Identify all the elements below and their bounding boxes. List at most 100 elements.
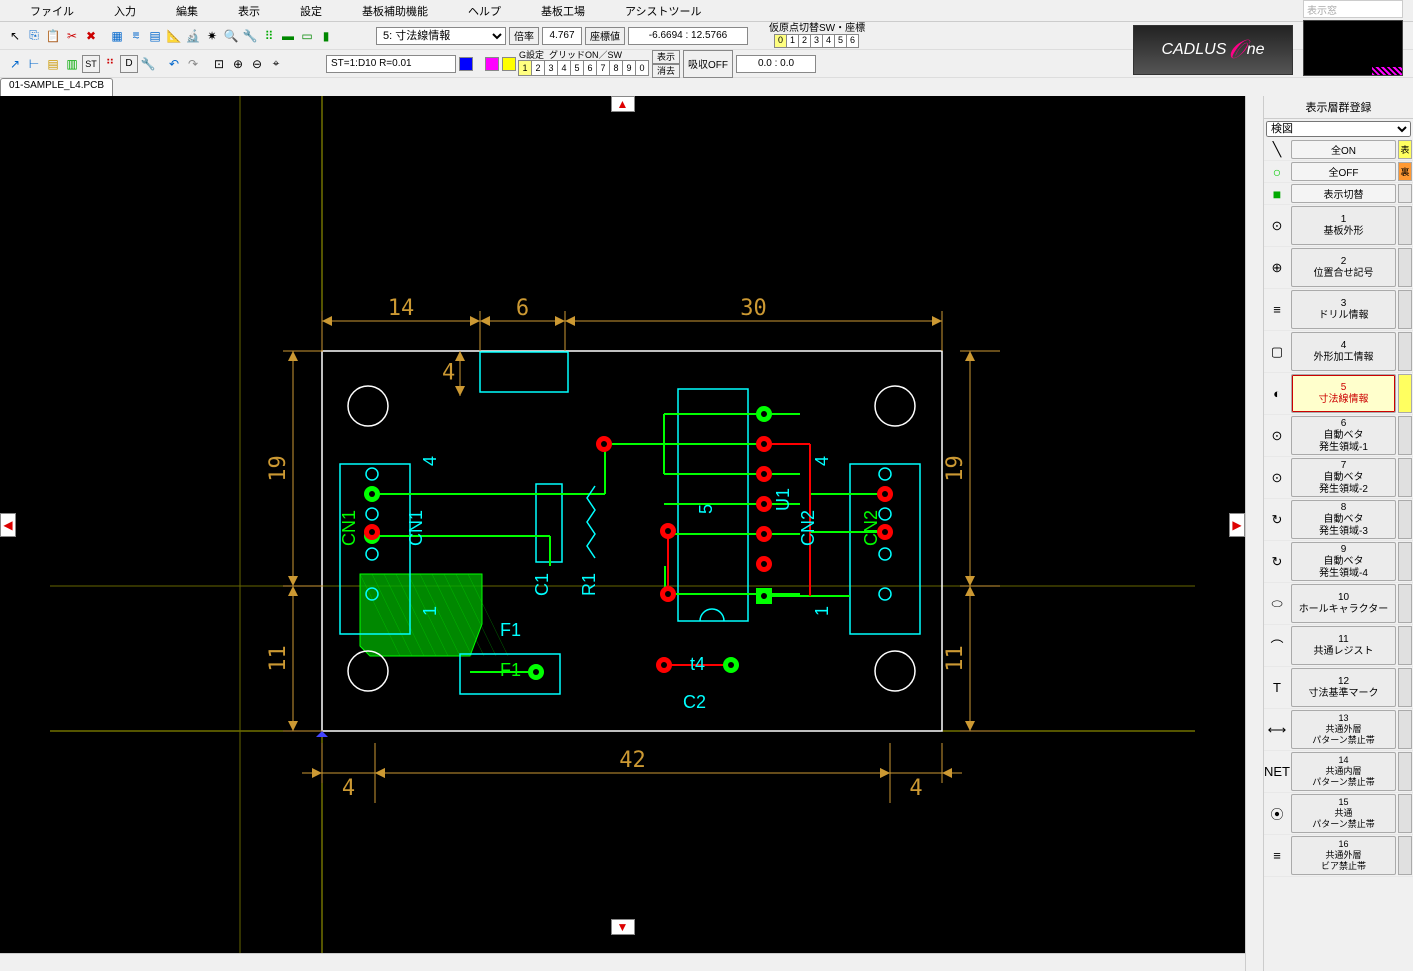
layer-group-select[interactable]: 検図 [1266,121,1411,137]
scroll-left-arrow[interactable]: ◀ [0,513,16,537]
d-box-icon[interactable]: D [120,55,138,73]
layer-row-5[interactable]: ◐5寸法線情報 [1264,373,1413,415]
redo-icon[interactable]: ↷ [184,55,202,73]
layer-row-7[interactable]: ⊙7自動ベタ 発生領域-2 [1264,457,1413,499]
scroll-down-arrow[interactable]: ▼ [611,919,635,935]
chip2-icon[interactable]: ▭ [298,27,316,45]
zoom-fit-icon[interactable]: ⊡ [210,55,228,73]
binoculars-icon[interactable]: 🔍 [222,27,240,45]
layer-row-6[interactable]: ⊙6自動ベタ 発生領域-1 [1264,415,1413,457]
wrench-icon[interactable]: 🔧 [241,27,259,45]
menu-assist-tool[interactable]: アシストツール [605,1,722,21]
layer-button-8[interactable]: 8自動ベタ 発生領域-3 [1291,500,1396,539]
undo-icon[interactable]: ↶ [165,55,183,73]
layer-row-2[interactable]: ⊕2位置合せ記号 [1264,247,1413,289]
layer-row-1[interactable]: ⊙1基板外形 [1264,205,1413,247]
layer-button-5[interactable]: 5寸法線情報 [1291,374,1396,413]
horizontal-scrollbar[interactable] [0,953,1245,971]
grid-icon[interactable]: ▤ [146,27,164,45]
layer-select[interactable]: 5: 寸法線情報 [376,27,506,45]
layer-button-7[interactable]: 7自動ベタ 発生領域-2 [1291,458,1396,497]
layer-button-10[interactable]: 10ホールキャラクター [1291,584,1396,623]
layer-button-13[interactable]: 13共通外層 パターン禁止帯 [1291,710,1396,749]
layer-button-15[interactable]: 15共通 パターン禁止帯 [1291,794,1396,833]
layer-row-3[interactable]: ≡3ドリル情報 [1264,289,1413,331]
disp-label[interactable]: 表示 [652,50,680,64]
absorb-button[interactable]: 吸収OFF [683,50,733,78]
layer-row-16[interactable]: ≡16共通外層 ビア禁止帯 [1264,835,1413,877]
back-badge[interactable]: 裏 [1398,162,1412,181]
layer-row-15[interactable]: ⦿15共通 パターン禁止帯 [1264,793,1413,835]
list-icon[interactable]: ▥ [63,55,81,73]
color-y[interactable] [502,57,516,71]
layer-row-12[interactable]: T12寸法基準マーク [1264,667,1413,709]
square-tool-icon[interactable]: ■ [1264,183,1290,204]
layer-button-16[interactable]: 16共通外層 ビア禁止帯 [1291,836,1396,875]
zoom-region-icon[interactable]: ⌖ [267,55,285,73]
circle-tool-icon[interactable]: ○ [1264,161,1290,182]
zoom-out-icon[interactable]: ⊖ [248,55,266,73]
polyline-icon[interactable]: ⩳ [127,27,145,45]
menu-file[interactable]: ファイル [10,1,94,21]
layer-button-6[interactable]: 6自動ベタ 発生領域-1 [1291,416,1396,455]
st-box-icon[interactable]: ST [82,55,100,73]
wrench2-icon[interactable]: 🔧 [139,55,157,73]
layer-row-14[interactable]: NET14共通内層 パターン禁止帯 [1264,751,1413,793]
menu-settings[interactable]: 設定 [280,1,342,21]
all-on-button[interactable]: 全ON [1291,140,1396,159]
layers-icon[interactable]: ▦ [108,27,126,45]
layer-button-4[interactable]: 4外形加工情報 [1291,332,1396,371]
dots4-icon[interactable]: ⠛ [101,55,119,73]
cut-icon[interactable]: ✂ [63,27,81,45]
menu-board-factory[interactable]: 基板工場 [521,1,605,21]
menu-view[interactable]: 表示 [218,1,280,21]
pcb-canvas[interactable]: 146304424191119114CN1CN141C1R15U1CN2CN24… [0,96,1245,953]
chip1-icon[interactable]: ▬ [279,27,297,45]
layer-button-3[interactable]: 3ドリル情報 [1291,290,1396,329]
stack-icon[interactable]: ▤ [44,55,62,73]
tool-x-icon[interactable]: ✖ [82,27,100,45]
layer-row-9[interactable]: ↻9自動ベタ 発生領域-4 [1264,541,1413,583]
layer-num-strip[interactable]: 1 23 45 67 89 0 [519,60,649,76]
menu-help[interactable]: ヘルプ [448,1,521,21]
caliper-icon[interactable]: 🔬 [184,27,202,45]
line-tool-icon[interactable]: ╲ [1264,139,1290,160]
erase-label[interactable]: 消去 [652,64,680,78]
layer-button-1[interactable]: 1基板外形 [1291,206,1396,245]
scroll-right-arrow[interactable]: ▶ [1229,513,1245,537]
layer-button-12[interactable]: 12寸法基準マーク [1291,668,1396,707]
menu-edit[interactable]: 編集 [156,1,218,21]
copy-icon[interactable]: ⎘ [25,27,43,45]
menu-input[interactable]: 入力 [94,1,156,21]
all-off-button[interactable]: 全OFF [1291,162,1396,181]
color-m[interactable] [485,57,499,71]
layer-button-14[interactable]: 14共通内層 パターン禁止帯 [1291,752,1396,791]
chip3-icon[interactable]: ▮ [317,27,335,45]
menu-board-aux[interactable]: 基板補助機能 [342,1,448,21]
color-current[interactable] [459,57,473,71]
layer-row-4[interactable]: ▢4外形加工情報 [1264,331,1413,373]
zoom-in-icon[interactable]: ⊕ [229,55,247,73]
display-switch-button[interactable]: 表示切替 [1291,184,1396,203]
arrow-icon[interactable]: ↗ [6,55,24,73]
scroll-up-arrow[interactable]: ▲ [611,96,635,112]
paste-icon[interactable]: 📋 [44,27,62,45]
dots-icon[interactable]: ⠿ [260,27,278,45]
cursor-icon[interactable]: ↖ [6,27,24,45]
layer-row-10[interactable]: ⬭10ホールキャラクター [1264,583,1413,625]
layer-list[interactable]: ⊙1基板外形⊕2位置合せ記号≡3ドリル情報▢4外形加工情報◐5寸法線情報⊙6自動… [1264,205,1413,971]
tree-icon[interactable]: ⊢ [25,55,43,73]
vertical-scrollbar[interactable] [1245,96,1263,971]
layer-row-13[interactable]: ⟷13共通外層 パターン禁止帯 [1264,709,1413,751]
layer-button-11[interactable]: 11共通レジスト [1291,626,1396,665]
bug-icon[interactable]: ✷ [203,27,221,45]
front-badge[interactable]: 表 [1398,140,1412,159]
file-tab[interactable]: 01-SAMPLE_L4.PCB [0,78,113,96]
layer-row-11[interactable]: ⌒11共通レジスト [1264,625,1413,667]
layer-row-8[interactable]: ↻8自動ベタ 発生領域-3 [1264,499,1413,541]
canvas-area[interactable]: 146304424191119114CN1CN141C1R15U1CN2CN24… [0,96,1245,971]
layer-button-2[interactable]: 2位置合せ記号 [1291,248,1396,287]
measure-icon[interactable]: 📐 [165,27,183,45]
origin-num-strip[interactable]: 0 12 34 56 [769,34,865,48]
layer-button-9[interactable]: 9自動ベタ 発生領域-4 [1291,542,1396,581]
